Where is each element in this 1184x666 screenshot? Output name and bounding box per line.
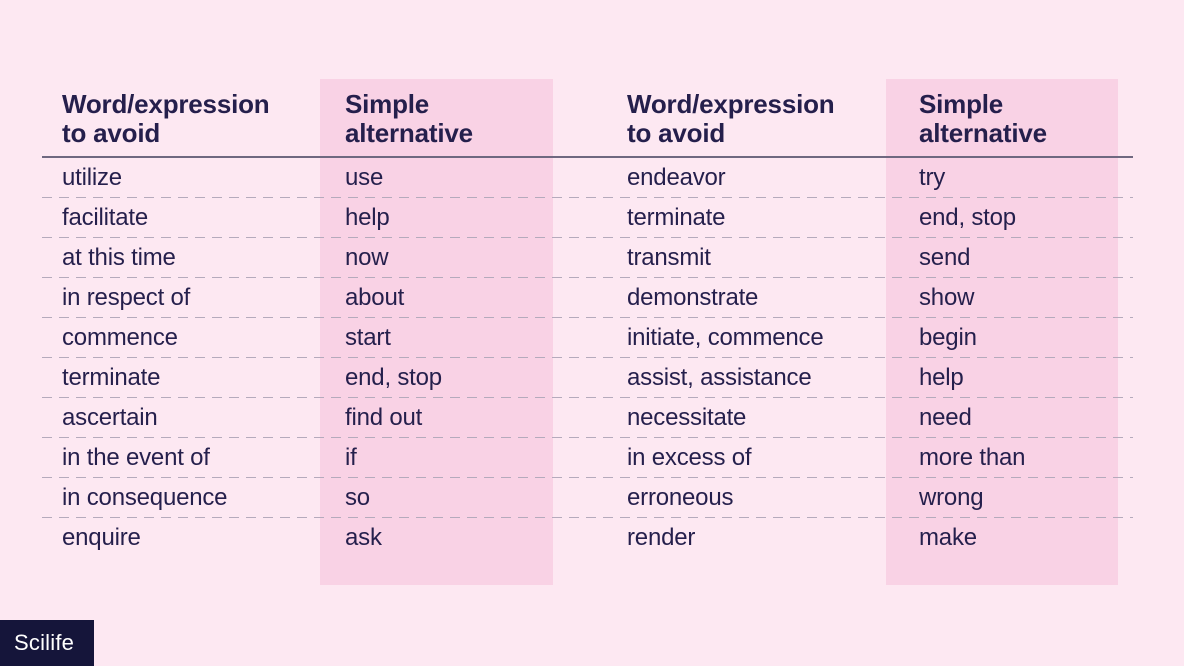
alternative-cell: begin [919, 324, 977, 351]
alternative-cell: ask [345, 524, 382, 551]
alternative-cell: start [345, 324, 391, 351]
alternative-cell: end, stop [919, 204, 1016, 231]
table-row: ascertain find out necessitate need [42, 398, 1133, 438]
alternative-cell: now [345, 244, 389, 271]
table-body: utilize use endeavor try facilitate help… [42, 158, 1133, 558]
avoid-word-cell: in respect of [62, 284, 191, 311]
header-line: Simple [345, 89, 430, 119]
avoid-word-cell: terminate [627, 204, 726, 231]
avoid-word-cell: commence [62, 324, 178, 351]
alternative-cell: make [919, 524, 977, 551]
alternative-cell: try [919, 164, 946, 191]
scilife-logo: Scilife [0, 620, 94, 666]
table-row: commence start initiate, commence begin [42, 318, 1133, 358]
highlight-column-left [320, 79, 553, 585]
avoid-word-cell: assist, assistance [627, 364, 812, 391]
table-row: in respect of about demonstrate show [42, 278, 1133, 318]
avoid-word-cell: initiate, commence [627, 324, 824, 351]
alternative-cell: wrong [919, 484, 984, 511]
alternative-cell: end, stop [345, 364, 442, 391]
avoid-word-cell: necessitate [627, 404, 747, 431]
highlight-column-right [886, 79, 1118, 585]
alternative-cell: so [345, 484, 370, 511]
header-row: Word/expression to avoid Simple alternat… [42, 90, 1133, 158]
header-alternative-right: Simple alternative [919, 90, 1133, 148]
header-avoid-right: Word/expression to avoid [627, 90, 919, 148]
avoid-word-cell: facilitate [62, 204, 149, 231]
avoid-word-cell: in excess of [627, 444, 752, 471]
header-line: Word/expression [627, 89, 835, 119]
header-line: Word/expression [62, 89, 270, 119]
header-line: Simple [919, 89, 1004, 119]
header-line: to avoid [627, 118, 726, 148]
avoid-word-cell: demonstrate [627, 284, 759, 311]
avoid-word-cell: in consequence [62, 484, 228, 511]
alternative-cell: help [345, 204, 390, 231]
avoid-word-cell: in the event of [62, 444, 210, 471]
alternative-cell: if [345, 444, 357, 471]
alternative-cell: use [345, 164, 384, 191]
word-alternatives-table: Word/expression to avoid Simple alternat… [42, 90, 1133, 558]
avoid-word-cell: endeavor [627, 164, 726, 191]
table-row: enquire ask render make [42, 518, 1133, 558]
avoid-word-cell: enquire [62, 524, 141, 551]
alternative-cell: help [919, 364, 964, 391]
avoid-word-cell: utilize [62, 164, 122, 191]
header-line: alternative [345, 118, 473, 148]
table-row: at this time now transmit send [42, 238, 1133, 278]
alternative-cell: find out [345, 404, 423, 431]
alternative-cell: need [919, 404, 972, 431]
scilife-logo-text: Scilife [14, 630, 75, 655]
alternative-cell: more than [919, 444, 1026, 471]
avoid-word-cell: terminate [62, 364, 161, 391]
header-line: to avoid [62, 118, 161, 148]
avoid-word-cell: render [627, 524, 696, 551]
alternative-cell: send [919, 244, 971, 271]
table-row: utilize use endeavor try [42, 158, 1133, 198]
header-line: alternative [919, 118, 1047, 148]
avoid-word-cell: transmit [627, 244, 711, 271]
table-row: in the event of if in excess of more tha… [42, 438, 1133, 478]
table-row: terminate end, stop assist, assistance h… [42, 358, 1133, 398]
alternative-cell: show [919, 284, 975, 311]
table-row: in consequence so erroneous wrong [42, 478, 1133, 518]
avoid-word-cell: ascertain [62, 404, 158, 431]
table-row: facilitate help terminate end, stop [42, 198, 1133, 238]
avoid-word-cell: erroneous [627, 484, 734, 511]
avoid-word-cell: at this time [62, 244, 176, 271]
header-avoid-left: Word/expression to avoid [62, 90, 345, 148]
header-alternative-left: Simple alternative [345, 90, 627, 148]
alternative-cell: about [345, 284, 405, 311]
